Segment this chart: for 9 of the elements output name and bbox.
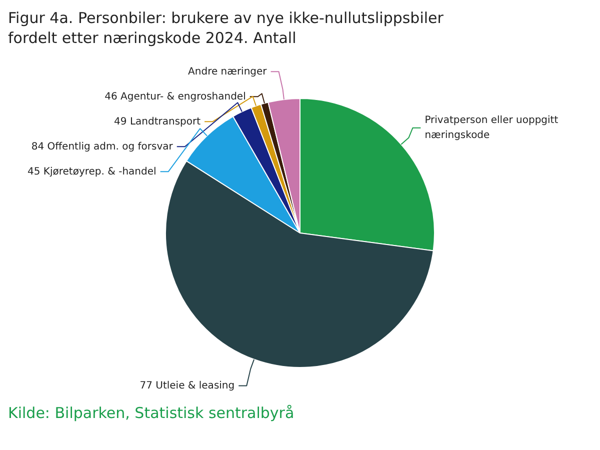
chart-title: Figur 4a. Personbiler: brukere av nye ikke-nullutslippsbiler fordelt etter næringskode 2024. Antall	[8, 8, 444, 48]
slice-label: 45 Kjøretøyrep. & -handel	[28, 166, 156, 178]
slice-label: Andre næringer	[188, 66, 268, 78]
slice-label: 46 Agentur- & engroshandel	[104, 91, 246, 102]
text: Kilde: Bilparken, Statistisk sentralbyrå	[8, 404, 296, 422]
slice-label: 77 Utleie & leasing	[140, 380, 235, 392]
slice-label: 49 Landtransport	[114, 116, 201, 128]
slice-label: Privatperson eller uoppgitt næringskode	[424, 114, 558, 141]
slice-label: 84 Offentlig adm. og forsvar	[31, 141, 174, 152]
